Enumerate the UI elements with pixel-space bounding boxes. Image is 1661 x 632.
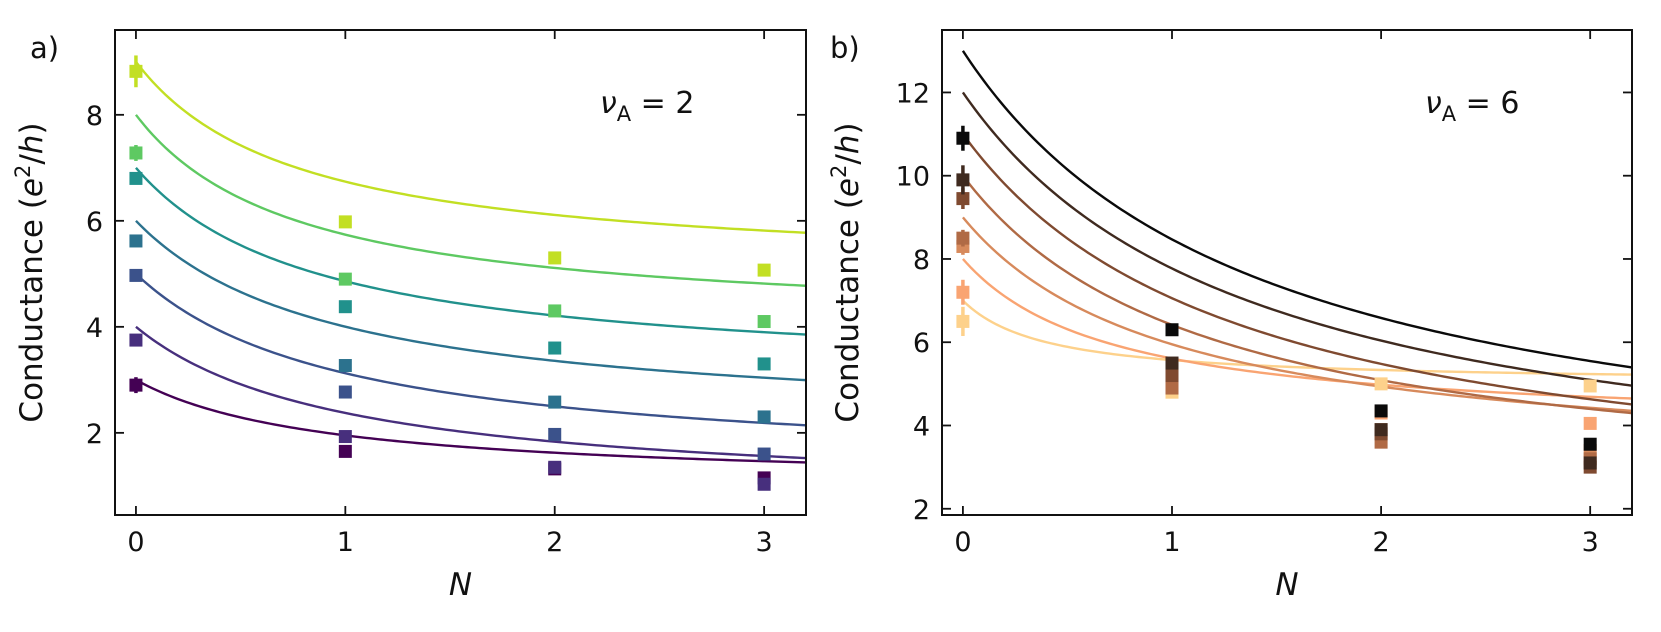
x-tick-label: 2 bbox=[546, 527, 563, 558]
data-point-s5-1 bbox=[338, 300, 352, 314]
data-point-s1-1 bbox=[338, 444, 352, 458]
x-tick-label: 3 bbox=[1582, 527, 1599, 558]
x-tick-label: 2 bbox=[1372, 527, 1389, 558]
data-point-s6-3 bbox=[1583, 456, 1597, 470]
data-point-s5-0 bbox=[129, 171, 143, 185]
data-point-s3-2 bbox=[548, 427, 562, 441]
axes-frame bbox=[941, 29, 1633, 516]
x-tick-label: 0 bbox=[127, 527, 144, 558]
data-point-s6-2 bbox=[1374, 423, 1388, 437]
x-tick-label: 0 bbox=[954, 527, 971, 558]
y-tick-label: 6 bbox=[913, 328, 930, 359]
data-point-s7-2 bbox=[548, 251, 562, 265]
data-point-s7-2 bbox=[1374, 404, 1388, 418]
data-point-s3-3 bbox=[757, 447, 771, 461]
data-point-s6-1 bbox=[338, 272, 352, 286]
panel-label: a) bbox=[30, 31, 59, 65]
fit-line-s4 bbox=[135, 219, 806, 382]
data-point-s2-1 bbox=[338, 430, 352, 444]
fit-line-s6 bbox=[134, 114, 806, 287]
data-point-s2-0 bbox=[956, 285, 970, 299]
data-point-s5-2 bbox=[548, 341, 562, 355]
fit-line-s3 bbox=[961, 216, 1632, 413]
data-point-s4-3 bbox=[757, 410, 771, 424]
data-point-s7-3 bbox=[757, 263, 771, 277]
data-point-s4-1 bbox=[1165, 381, 1179, 395]
y-axis-label: Conductance (e2/h) bbox=[827, 122, 866, 422]
x-tick-label: 1 bbox=[1163, 527, 1180, 558]
data-point-s7-1 bbox=[338, 215, 352, 229]
data-point-s3-1 bbox=[338, 385, 352, 399]
fit-line-s5 bbox=[135, 167, 806, 336]
data-point-s4-1 bbox=[338, 359, 352, 373]
x-tick-label: 1 bbox=[337, 527, 354, 558]
fit-line-s2 bbox=[135, 325, 806, 460]
nu-annotation: νA = 6 bbox=[1425, 86, 1519, 126]
data-point-s5-1 bbox=[1165, 369, 1179, 383]
y-tick-label: 10 bbox=[896, 162, 930, 193]
fit-line-s7 bbox=[961, 50, 1632, 369]
x-axis-label: N bbox=[1275, 567, 1298, 603]
fit-line-s3 bbox=[135, 272, 806, 427]
data-point-s6-0 bbox=[129, 146, 143, 160]
data-point-s5-3 bbox=[757, 357, 771, 371]
data-point-s7-0 bbox=[129, 64, 143, 78]
data-point-s6-0 bbox=[956, 173, 970, 187]
y-axis-label: Conductance (e2/h) bbox=[11, 122, 50, 422]
data-point-s1-0 bbox=[129, 378, 143, 392]
data-point-s7-0 bbox=[956, 131, 970, 145]
nu-annotation: νA = 2 bbox=[600, 86, 694, 126]
x-axis-label: N bbox=[449, 567, 472, 603]
data-point-s7-1 bbox=[1165, 323, 1179, 337]
data-point-s6-3 bbox=[757, 315, 771, 329]
fit-line-s5 bbox=[961, 133, 1632, 406]
data-point-s1-3 bbox=[1583, 379, 1597, 393]
panel-label: b) bbox=[830, 31, 860, 65]
data-point-s7-3 bbox=[1583, 437, 1597, 451]
data-point-s4-0 bbox=[956, 231, 970, 245]
data-point-s4-2 bbox=[548, 395, 562, 409]
x-tick-label: 3 bbox=[756, 527, 773, 558]
fit-line-s1 bbox=[962, 299, 1632, 376]
panel-a: 0 1 2 3 2 4 6 8 N Conductance (e2/h) a) νA = 2 bbox=[11, 29, 807, 603]
data-point-s1-0 bbox=[956, 314, 970, 328]
data-point-s2-3 bbox=[1583, 416, 1597, 430]
fit-line-s4 bbox=[961, 174, 1632, 415]
data-point-s3-0 bbox=[129, 268, 143, 282]
fit-line-s1 bbox=[135, 378, 806, 464]
y-tick-label: 4 bbox=[86, 313, 103, 344]
fit-line-s7 bbox=[134, 61, 806, 234]
y-tick-label: 8 bbox=[86, 101, 103, 132]
plot-area bbox=[129, 55, 806, 491]
data-point-s4-0 bbox=[129, 234, 143, 248]
data-point-s2-0 bbox=[129, 333, 143, 347]
y-tick-label: 12 bbox=[896, 78, 930, 109]
data-point-s6-1 bbox=[1165, 356, 1179, 370]
fit-line-s6 bbox=[961, 91, 1632, 387]
y-tick-label: 6 bbox=[86, 207, 103, 238]
data-point-s6-2 bbox=[548, 304, 562, 318]
data-point-s5-0 bbox=[956, 192, 970, 206]
y-tick-label: 2 bbox=[913, 495, 930, 526]
data-point-s2-3 bbox=[757, 477, 771, 491]
y-tick-label: 4 bbox=[913, 411, 930, 442]
axes-frame bbox=[114, 29, 807, 516]
y-tick-label: 8 bbox=[913, 245, 930, 276]
fit-line-s2 bbox=[962, 258, 1632, 400]
plot-area bbox=[956, 50, 1632, 474]
data-point-s2-2 bbox=[548, 460, 562, 474]
y-tick-label: 2 bbox=[86, 419, 103, 450]
data-point-s1-2 bbox=[1374, 377, 1388, 391]
